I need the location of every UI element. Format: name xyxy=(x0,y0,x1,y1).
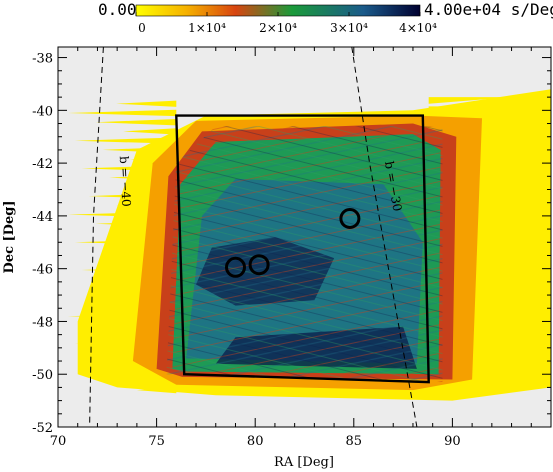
coverage-streak-right xyxy=(428,97,513,104)
coverage-streak-left xyxy=(67,109,177,117)
coverage-streak-left xyxy=(136,386,177,394)
colorbar-tick-label: 2×10⁴ xyxy=(259,21,297,35)
source-circle xyxy=(225,256,246,278)
colorbar-tick-label: 0 xyxy=(138,21,146,35)
y-tick-label: -40 xyxy=(32,104,53,119)
colorbar-max-label: 4.00e+04 s/Deg xyxy=(424,0,553,19)
footprint-outline xyxy=(175,114,430,384)
x-tick-label: 80 xyxy=(247,434,264,449)
axes: 70 75 80 85 90 -52 -50 -48 -46 -44 -42 -40 -38 xyxy=(32,47,551,449)
y-tick-label: -42 xyxy=(32,157,53,172)
coverage-streak-left xyxy=(95,119,177,126)
overlays: b = −40 b = −30 xyxy=(89,47,430,427)
colorbar-ticks: 0 1×10⁴ 2×10⁴ 3×10⁴ 4×10⁴ xyxy=(135,12,437,35)
y-tick-label: -38 xyxy=(32,52,53,67)
source-circle xyxy=(339,208,361,229)
y-tick-label: -44 xyxy=(32,210,53,225)
contour-label: b = −40 xyxy=(117,156,134,207)
x-axis-label: RA [Deg] xyxy=(274,455,334,470)
coverage-streak-left xyxy=(123,128,177,135)
colorbar: 0.00 4.00e+04 s/Deg 0 1×10⁴ 2×10⁴ 3×10⁴ 4×10… xyxy=(98,0,553,35)
x-tick-label: 75 xyxy=(148,434,165,449)
colorbar-tick-label: 3×10⁴ xyxy=(330,21,368,35)
coverage-streak-right xyxy=(428,106,504,113)
scan-texture xyxy=(166,126,443,383)
y-tick-label: -50 xyxy=(32,368,53,383)
plot-frame xyxy=(57,46,552,428)
heatmap xyxy=(67,89,551,401)
x-tick-label: 90 xyxy=(444,434,461,449)
y-tick-label: -52 xyxy=(32,421,53,436)
y-tick-label: -46 xyxy=(32,263,53,278)
colorbar-min-label: 0.00 xyxy=(98,0,137,19)
colorbar-tick-label: 1×10⁴ xyxy=(188,21,226,35)
coverage-streak-left xyxy=(116,100,177,107)
coverage-streak-left xyxy=(109,377,177,384)
coverage-streak-left xyxy=(102,146,177,154)
source-circle xyxy=(248,254,270,276)
x-tick-label: 85 xyxy=(346,434,363,449)
coverage-streak-left xyxy=(74,137,177,144)
y-axis-label: Dec [Deg] xyxy=(2,201,17,274)
x-tick-label: 70 xyxy=(50,434,67,449)
y-tick-label: -48 xyxy=(32,315,53,330)
colorbar-tick-label: 4×10⁴ xyxy=(399,21,437,35)
